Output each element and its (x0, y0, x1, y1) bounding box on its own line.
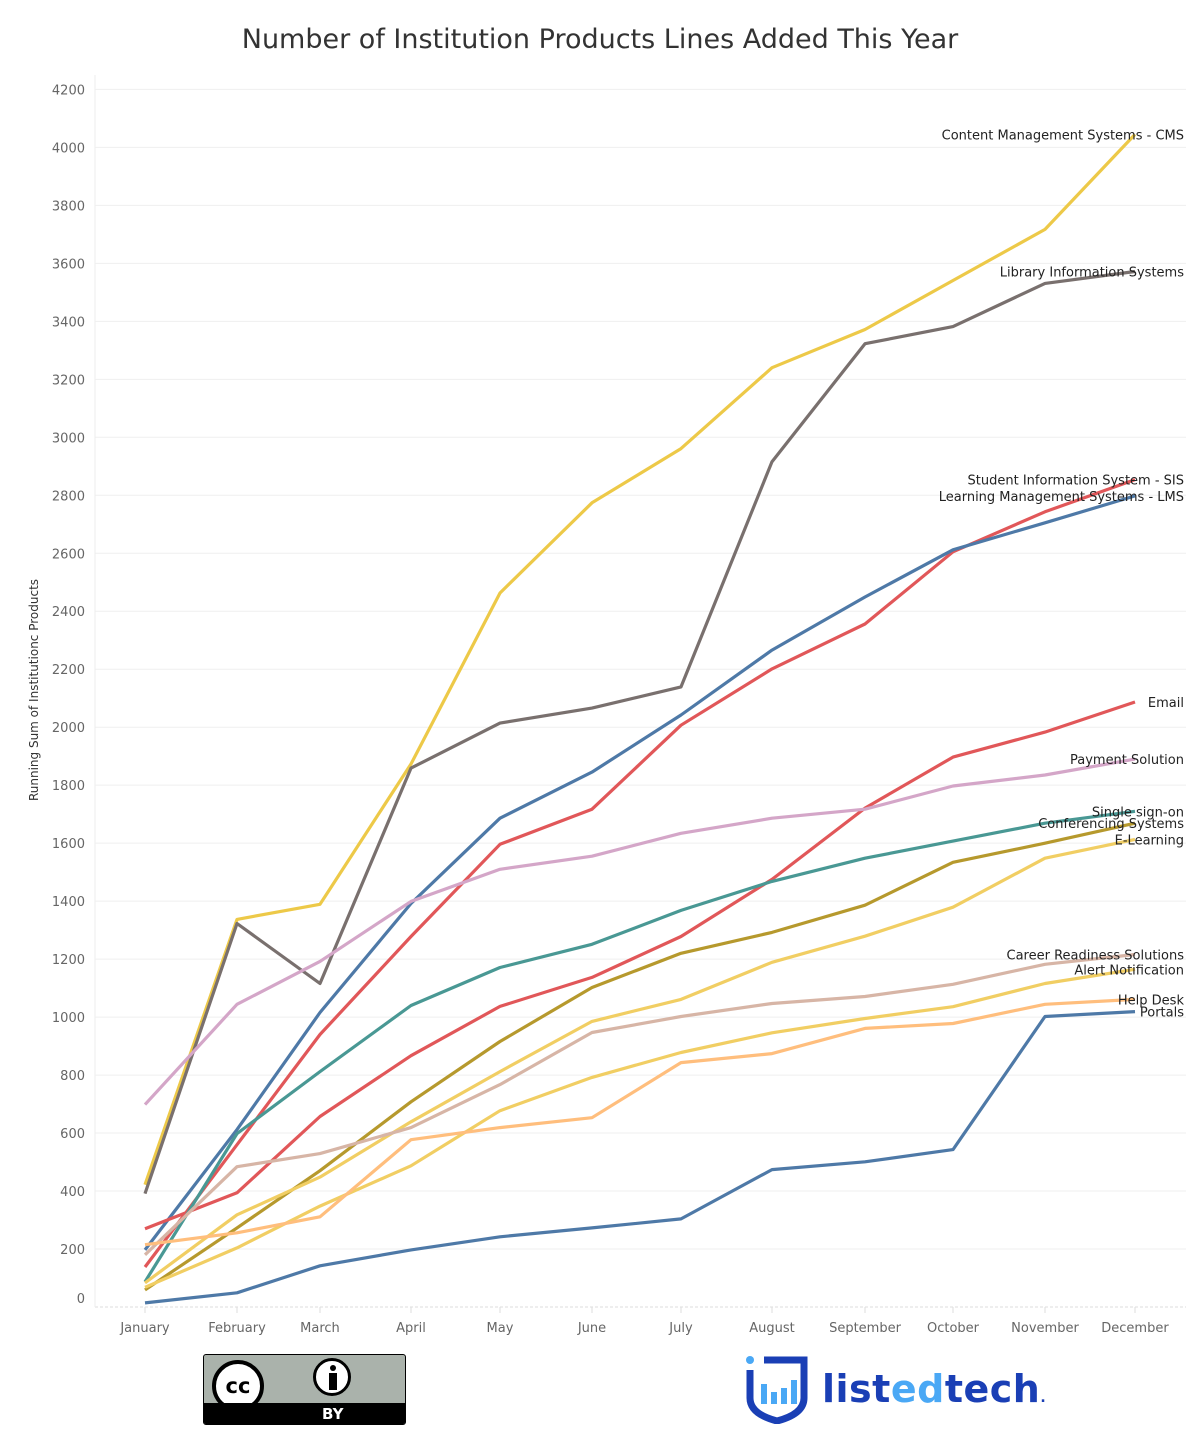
series-line-alert-notification (144, 967, 1136, 1289)
x-tick-label: May (487, 1321, 514, 1336)
y-tick-label: 4200 (52, 83, 85, 98)
y-tick-label: 3200 (52, 373, 85, 388)
y-tick-label: 1000 (52, 1011, 85, 1026)
series-line-portals (144, 1010, 1136, 1305)
logo-wordmark: listedtech. (822, 1367, 1046, 1411)
x-tick-label: February (208, 1321, 266, 1336)
y-tick-label: 3600 (52, 257, 85, 272)
y-tick-label: 1600 (52, 837, 85, 852)
y-tick-label: 800 (60, 1069, 85, 1084)
logo-mark: . (1040, 1390, 1047, 1406)
series-line-e-learning (144, 837, 1136, 1285)
series-line-career-readiness-solutions (143, 952, 1136, 1256)
series-line-student-information-system-sis (143, 478, 1136, 1268)
series-label-career-readiness-solutions: Career Readiness Solutions (1007, 948, 1185, 963)
series-label-portals: Portals (1140, 1006, 1184, 1021)
cc-by-license-badge: cc BY (203, 1354, 406, 1425)
y-tick-label: 1400 (52, 895, 85, 910)
y-tick-label: 600 (60, 1127, 85, 1142)
y-tick-label: 1800 (52, 779, 85, 794)
y-axis-title: Running Sum of Institutionc Products (27, 579, 41, 801)
y-tick-label: 3400 (52, 315, 85, 330)
by-label: BY (322, 1405, 344, 1423)
listedtech-logo: listedtech. (744, 1354, 1046, 1424)
x-tick-label: March (300, 1321, 340, 1336)
y-tick-label: 200 (60, 1243, 85, 1258)
series-line-library-information-systems (143, 269, 1136, 1195)
y-tick-label: 3000 (52, 431, 85, 446)
y-tick-label: 2400 (52, 605, 85, 620)
logo-text-ed: ed (890, 1367, 945, 1411)
y-tick-label: 2000 (52, 721, 85, 736)
series-label-conferencing-systems: Conferencing Systems (1038, 817, 1184, 832)
series-line-email (144, 700, 1136, 1231)
series-line-payment-solution (143, 757, 1136, 1106)
series-label-email: Email (1148, 696, 1184, 711)
series-label-help-desk: Help Desk (1118, 993, 1185, 1008)
x-tick-label: June (577, 1321, 606, 1336)
y-tick-label: 2600 (52, 547, 85, 562)
x-tick-label: April (396, 1321, 426, 1336)
series-line-content-management-systems-cms (143, 133, 1137, 1186)
shield-chart-icon (746, 1356, 808, 1424)
x-tick-label: January (119, 1321, 170, 1336)
badge-bar (204, 1403, 405, 1424)
x-tick-label: September (829, 1321, 902, 1336)
series-label-student-information-system-sis: Student Information System - SIS (968, 474, 1184, 489)
y-tick-label: 2800 (52, 489, 85, 504)
logo-text-list: list (822, 1367, 891, 1411)
line-chart: 0 200 400 600 800 1000 1200 1400 1600 1800 2000 220… (27, 75, 1186, 1336)
series-label-alert-notification: Alert Notification (1074, 963, 1184, 978)
series-label-e-learning: E-Learning (1115, 833, 1184, 848)
attribution-icon (313, 1358, 351, 1396)
series-line-single-sign-on (143, 809, 1136, 1283)
series-label-payment-solution: Payment Solution (1070, 753, 1184, 768)
x-tick-label: November (1011, 1321, 1079, 1336)
x-tick-label: August (749, 1321, 795, 1336)
logo-text-tech: tech (944, 1367, 1041, 1411)
y-tick-label: 1200 (52, 953, 85, 968)
y-tick-label: 3800 (52, 199, 85, 214)
series-line-learning-management-systems-lms (143, 494, 1136, 1251)
y-tick-label: 2200 (52, 663, 85, 678)
x-tick-label: December (1101, 1321, 1169, 1336)
series-label-content-management-systems-cms: Content Management Systems - CMS (942, 128, 1184, 143)
series-label-learning-management-systems-lms: Learning Management Systems - LMS (939, 490, 1184, 505)
y-tick-label: 4000 (52, 141, 85, 156)
series-label-library-information-systems: Library Information Systems (1000, 265, 1184, 280)
series-line-conferencing-systems (144, 821, 1136, 1292)
y-tick-label: 0 (77, 1292, 85, 1307)
series-label-single-sign-on: Single sign-on (1092, 805, 1184, 820)
y-tick-label: 400 (60, 1185, 85, 1200)
x-tick-label: July (668, 1321, 693, 1336)
chart-title: Number of Institution Products Lines Add… (241, 24, 959, 55)
x-tick-label: October (927, 1321, 980, 1336)
series-line-help-desk (144, 997, 1136, 1247)
